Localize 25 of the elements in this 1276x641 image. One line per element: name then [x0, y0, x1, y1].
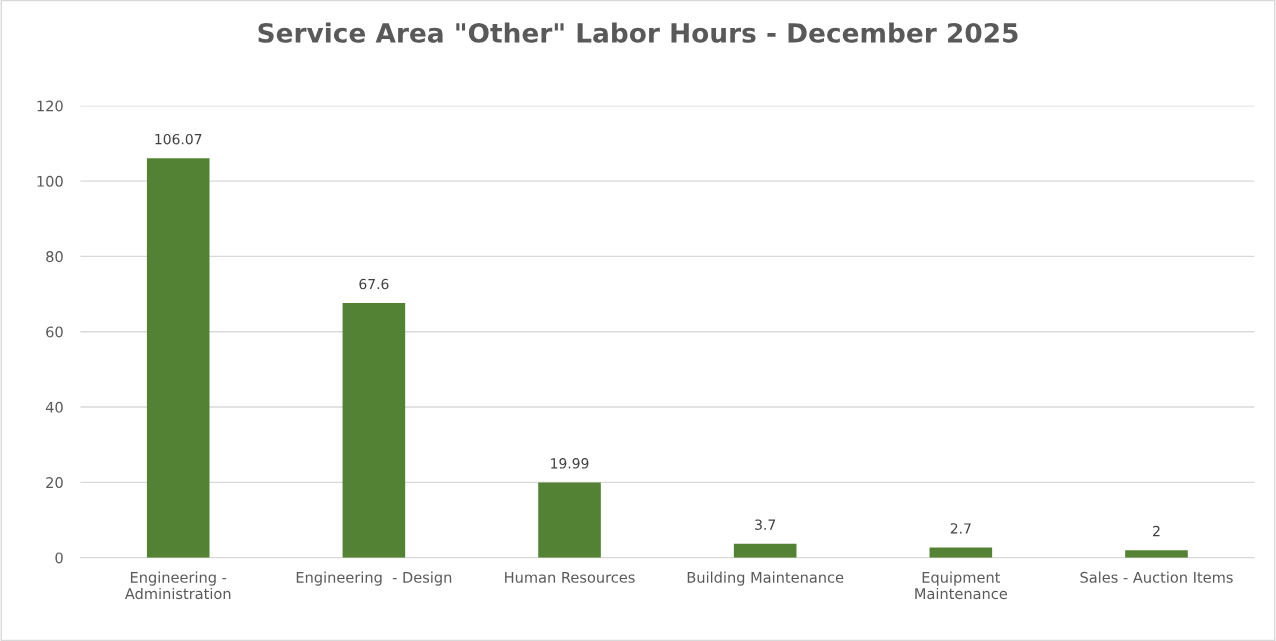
data-label: 2 — [1153, 525, 1160, 537]
x-tick-label: Equipment Maintenance — [915, 571, 1008, 600]
bar — [733, 543, 797, 558]
x-tick-label: Sales - Auction Items — [1080, 571, 1233, 583]
y-tick-label: 20 — [46, 477, 63, 489]
bar — [146, 158, 210, 558]
chart-title: Service Area "Other" Labor Hours - December 2025 — [258, 22, 1018, 43]
data-label: 67.6 — [359, 278, 389, 290]
data-label: 3.7 — [755, 519, 776, 530]
y-tick-label: 0 — [55, 552, 63, 564]
x-tick-label: Building Maintenance — [687, 571, 844, 586]
y-tick-label: 80 — [46, 251, 63, 263]
x-tick-label: Engineering - Administration — [124, 571, 231, 600]
data-label: 19.99 — [551, 458, 589, 469]
x-tick-label: Human Resources — [505, 572, 635, 583]
y-tick-label: 100 — [37, 175, 63, 187]
bar — [538, 482, 601, 558]
x-tick-label: Engineering - Design — [296, 571, 452, 586]
y-tick-label: 40 — [45, 401, 63, 413]
bar — [342, 303, 406, 558]
y-tick-label: 120 — [37, 100, 63, 112]
data-label: 106.07 — [155, 133, 202, 145]
y-tick-label: 60 — [46, 326, 63, 338]
data-label: 2.7 — [950, 523, 971, 534]
bar — [1125, 550, 1188, 558]
